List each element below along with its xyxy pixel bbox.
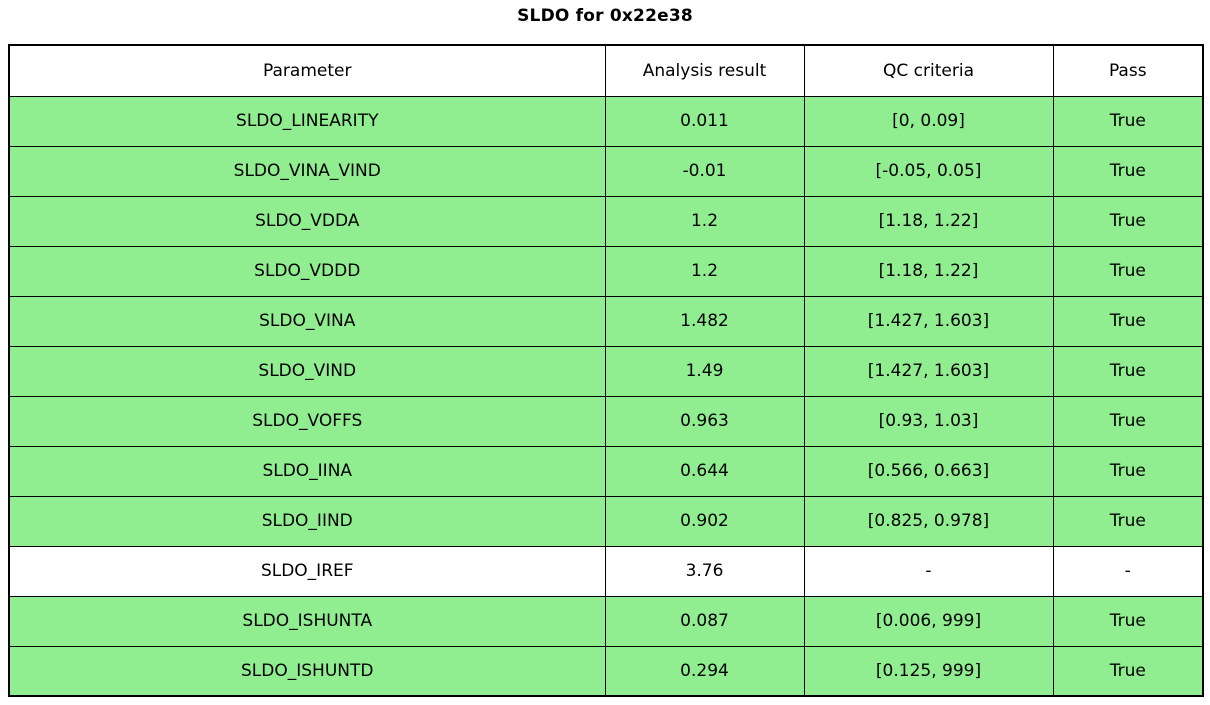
column-header-parameter: Parameter <box>8 44 606 97</box>
cell-pass: True <box>1052 245 1204 297</box>
table-row: SLDO_VOFFS 0.963 [0.93, 1.03] True <box>8 395 1204 447</box>
table-row: SLDO_VDDD 1.2 [1.18, 1.22] True <box>8 245 1204 297</box>
cell-pass: True <box>1052 195 1204 247</box>
cell-pass: - <box>1052 545 1204 597</box>
cell-pass: True <box>1052 495 1204 547</box>
cell-parameter: SLDO_VDDD <box>8 245 606 297</box>
cell-analysis-result: 1.49 <box>604 345 805 397</box>
table-row: SLDO_VDDA 1.2 [1.18, 1.22] True <box>8 195 1204 247</box>
cell-parameter: SLDO_ISHUNTA <box>8 595 606 647</box>
cell-parameter: SLDO_ISHUNTD <box>8 645 606 697</box>
cell-qc-criteria: [1.427, 1.603] <box>803 345 1054 397</box>
cell-qc-criteria: [0.93, 1.03] <box>803 395 1054 447</box>
cell-analysis-result: 1.2 <box>604 195 805 247</box>
cell-qc-criteria: [1.18, 1.22] <box>803 195 1054 247</box>
cell-analysis-result: 0.963 <box>604 395 805 447</box>
cell-parameter: SLDO_LINEARITY <box>8 95 606 147</box>
cell-analysis-result: -0.01 <box>604 145 805 197</box>
cell-parameter: SLDO_VINA_VIND <box>8 145 606 197</box>
cell-parameter: SLDO_VINA <box>8 295 606 347</box>
table-row: SLDO_IIND 0.902 [0.825, 0.978] True <box>8 495 1204 547</box>
table-row: SLDO_ISHUNTD 0.294 [0.125, 999] True <box>8 645 1204 697</box>
qc-table: Parameter Analysis result QC criteria Pa… <box>8 44 1204 697</box>
cell-qc-criteria: [1.427, 1.603] <box>803 295 1054 347</box>
cell-parameter: SLDO_IIND <box>8 495 606 547</box>
cell-parameter: SLDO_VIND <box>8 345 606 397</box>
header-row: Parameter Analysis result QC criteria Pa… <box>8 44 1204 97</box>
table-row: SLDO_VINA 1.482 [1.427, 1.603] True <box>8 295 1204 347</box>
table-row: SLDO_LINEARITY 0.011 [0, 0.09] True <box>8 95 1204 147</box>
cell-pass: True <box>1052 295 1204 347</box>
cell-analysis-result: 0.011 <box>604 95 805 147</box>
cell-analysis-result: 1.482 <box>604 295 805 347</box>
cell-analysis-result: 1.2 <box>604 245 805 297</box>
cell-pass: True <box>1052 145 1204 197</box>
table-row: SLDO_VINA_VIND -0.01 [-0.05, 0.05] True <box>8 145 1204 197</box>
cell-parameter: SLDO_IREF <box>8 545 606 597</box>
table-row: SLDO_VIND 1.49 [1.427, 1.603] True <box>8 345 1204 397</box>
cell-pass: True <box>1052 445 1204 497</box>
column-header-analysis-result: Analysis result <box>604 44 805 97</box>
cell-qc-criteria: [0.006, 999] <box>803 595 1054 647</box>
column-header-pass: Pass <box>1052 44 1204 97</box>
page-title: SLDO for 0x22e38 <box>517 6 693 26</box>
cell-pass: True <box>1052 95 1204 147</box>
cell-analysis-result: 0.294 <box>604 645 805 697</box>
table-row: SLDO_IINA 0.644 [0.566, 0.663] True <box>8 445 1204 497</box>
cell-analysis-result: 0.087 <box>604 595 805 647</box>
cell-pass: True <box>1052 645 1204 697</box>
cell-analysis-result: 0.644 <box>604 445 805 497</box>
cell-analysis-result: 3.76 <box>604 545 805 597</box>
cell-qc-criteria: - <box>803 545 1054 597</box>
cell-qc-criteria: [0.825, 0.978] <box>803 495 1054 547</box>
cell-qc-criteria: [1.18, 1.22] <box>803 245 1054 297</box>
cell-parameter: SLDO_IINA <box>8 445 606 497</box>
table-row: SLDO_ISHUNTA 0.087 [0.006, 999] True <box>8 595 1204 647</box>
cell-pass: True <box>1052 595 1204 647</box>
cell-pass: True <box>1052 395 1204 447</box>
cell-analysis-result: 0.902 <box>604 495 805 547</box>
cell-qc-criteria: [0.566, 0.663] <box>803 445 1054 497</box>
cell-qc-criteria: [0.125, 999] <box>803 645 1054 697</box>
cell-qc-criteria: [-0.05, 0.05] <box>803 145 1054 197</box>
cell-qc-criteria: [0, 0.09] <box>803 95 1054 147</box>
cell-pass: True <box>1052 345 1204 397</box>
table-row: SLDO_IREF 3.76- - <box>8 545 1204 597</box>
column-header-qc-criteria: QC criteria <box>803 44 1054 97</box>
cell-parameter: SLDO_VOFFS <box>8 395 606 447</box>
cell-parameter: SLDO_VDDA <box>8 195 606 247</box>
